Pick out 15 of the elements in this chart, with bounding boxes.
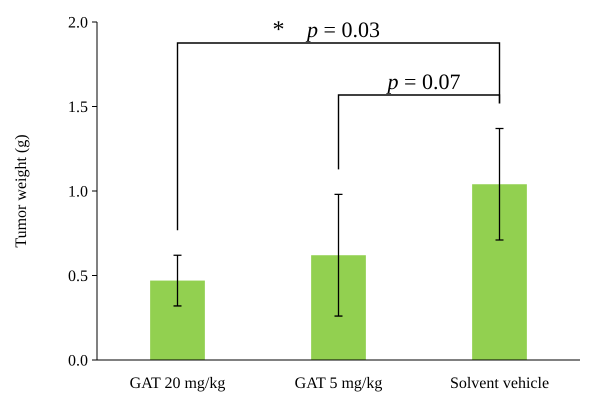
bar: [311, 255, 366, 360]
annotation: p = 0.07: [386, 69, 460, 94]
annotation: p = 0.03: [305, 17, 380, 42]
x-tick-label: GAT 5 mg/kg: [294, 375, 382, 392]
annotation: *: [272, 17, 284, 43]
y-tick-label: 1.0: [68, 184, 88, 201]
bar: [472, 184, 527, 360]
y-tick-label: 0.5: [68, 268, 88, 286]
y-tick-label: 1.5: [68, 99, 88, 116]
x-tick-label: Solvent vehicle: [450, 375, 550, 392]
y-axis-title: Tumor weight (g): [13, 134, 30, 248]
x-tick-label: GAT 20 mg/kg: [130, 375, 226, 392]
y-tick-label: 0.0: [68, 352, 88, 370]
bar: [150, 280, 205, 360]
y-tick-label: 2.0: [68, 14, 88, 32]
